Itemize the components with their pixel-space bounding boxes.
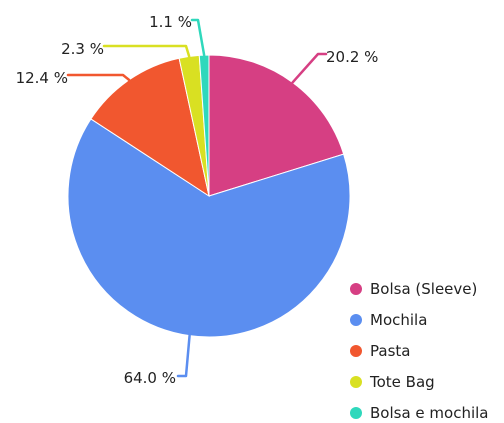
legend-item-bolsa-e-mochila[interactable]: Bolsa e mochila bbox=[350, 404, 488, 422]
legend-item-pasta[interactable]: Pasta bbox=[350, 342, 410, 360]
legend-item-tote-bag[interactable]: Tote Bag bbox=[350, 373, 435, 391]
legend-swatch-pasta bbox=[350, 345, 362, 357]
legend-item-bolsa-sleeve[interactable]: Bolsa (Sleeve) bbox=[350, 280, 477, 298]
legend-label-pasta: Pasta bbox=[370, 342, 410, 360]
data-label-pasta: 12.4 % bbox=[16, 69, 68, 87]
legend-swatch-tote-bag bbox=[350, 376, 362, 388]
legend-label-mochila: Mochila bbox=[370, 311, 427, 329]
pie-slices bbox=[67, 54, 351, 338]
leader-line-bolsa-sleeve bbox=[291, 52, 328, 84]
leader-line-tote-bag bbox=[102, 44, 191, 58]
legend-swatch-mochila bbox=[350, 314, 362, 326]
data-label-tote-bag: 2.3 % bbox=[61, 40, 104, 58]
legend-label-bolsa-sleeve: Bolsa (Sleeve) bbox=[370, 280, 477, 298]
pie-data-labels: 20.2 % 64.0 % 12.4 % 2.3 % 1.1 % bbox=[16, 13, 379, 387]
data-label-bolsa-sleeve: 20.2 % bbox=[326, 48, 378, 66]
leader-line-mochila bbox=[176, 334, 191, 378]
data-label-mochila: 64.0 % bbox=[124, 369, 176, 387]
legend: Bolsa (Sleeve) Mochila Pasta Tote Bag Bolsa … bbox=[350, 280, 488, 422]
leader-line-pasta bbox=[66, 73, 131, 82]
leader-line-bolsa-e-mochila bbox=[190, 18, 206, 57]
legend-swatch-bolsa-e-mochila bbox=[350, 407, 362, 419]
legend-item-mochila[interactable]: Mochila bbox=[350, 311, 427, 329]
legend-swatch-bolsa-sleeve bbox=[350, 283, 362, 295]
data-label-bolsa-e-mochila: 1.1 % bbox=[149, 13, 192, 31]
pie-leader-lines bbox=[66, 18, 328, 378]
legend-label-bolsa-e-mochila: Bolsa e mochila bbox=[370, 404, 488, 422]
legend-label-tote-bag: Tote Bag bbox=[369, 373, 435, 391]
